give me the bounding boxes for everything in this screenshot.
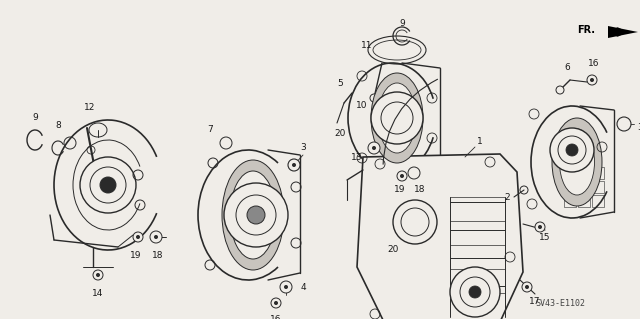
Circle shape (522, 282, 532, 292)
Ellipse shape (552, 118, 602, 206)
Circle shape (617, 117, 631, 131)
Text: 5: 5 (337, 78, 343, 87)
Bar (407, 239, 425, 259)
Text: 10: 10 (356, 101, 368, 110)
Bar (578, 167, 590, 179)
Text: 9: 9 (399, 19, 405, 27)
Bar (407, 217, 425, 237)
Text: 16: 16 (588, 60, 600, 69)
Ellipse shape (378, 83, 416, 153)
Text: 11: 11 (361, 41, 372, 50)
Text: 16: 16 (270, 315, 282, 319)
Circle shape (224, 183, 288, 247)
Circle shape (280, 281, 292, 293)
Text: 18: 18 (152, 250, 164, 259)
Text: 9: 9 (32, 114, 38, 122)
Circle shape (538, 225, 542, 229)
Bar (427, 239, 445, 259)
Circle shape (535, 222, 545, 232)
Circle shape (274, 301, 278, 305)
Bar (387, 239, 405, 259)
Ellipse shape (230, 171, 276, 259)
Circle shape (96, 273, 100, 277)
Circle shape (247, 206, 265, 224)
Bar (427, 217, 445, 237)
Bar (367, 239, 385, 259)
Text: FR.: FR. (577, 25, 595, 35)
Bar (387, 217, 405, 237)
Circle shape (525, 285, 529, 289)
Circle shape (93, 270, 103, 280)
Circle shape (368, 142, 380, 154)
Text: 15: 15 (540, 233, 551, 241)
Circle shape (136, 235, 140, 239)
Polygon shape (357, 154, 523, 319)
Bar (407, 261, 425, 281)
Text: 2: 2 (504, 192, 510, 202)
Circle shape (292, 163, 296, 167)
Ellipse shape (371, 73, 423, 163)
Text: 13: 13 (351, 153, 363, 162)
Bar (367, 217, 385, 237)
Circle shape (80, 157, 136, 213)
Text: 1: 1 (477, 137, 483, 146)
Circle shape (371, 92, 423, 144)
Circle shape (400, 174, 404, 178)
Text: 20: 20 (387, 246, 399, 255)
Text: 17: 17 (529, 298, 541, 307)
Ellipse shape (222, 160, 284, 270)
Text: 3: 3 (300, 143, 306, 152)
Circle shape (372, 146, 376, 150)
Text: 4: 4 (300, 283, 306, 292)
Circle shape (284, 285, 288, 289)
Circle shape (150, 231, 162, 243)
Text: 20: 20 (334, 129, 346, 137)
Text: 3: 3 (637, 122, 640, 131)
Circle shape (100, 177, 116, 193)
Bar (564, 167, 576, 179)
Bar (367, 261, 385, 281)
Circle shape (370, 94, 378, 102)
Circle shape (590, 78, 594, 82)
Text: 19: 19 (394, 186, 406, 195)
Bar (578, 195, 590, 207)
Text: 19: 19 (131, 250, 141, 259)
Bar (592, 181, 604, 193)
Text: 8: 8 (55, 122, 61, 130)
Bar (578, 181, 590, 193)
Text: 14: 14 (92, 288, 104, 298)
Bar (564, 181, 576, 193)
Circle shape (397, 171, 407, 181)
Bar (592, 167, 604, 179)
Circle shape (566, 144, 578, 156)
Bar (564, 195, 576, 207)
Circle shape (133, 232, 143, 242)
Bar (592, 195, 604, 207)
Circle shape (288, 159, 300, 171)
Bar (427, 261, 445, 281)
Ellipse shape (559, 129, 595, 195)
Circle shape (469, 286, 481, 298)
Circle shape (556, 86, 564, 94)
Circle shape (393, 200, 437, 244)
Circle shape (154, 235, 158, 239)
Polygon shape (608, 26, 638, 38)
Circle shape (550, 128, 594, 172)
Text: 7: 7 (207, 125, 213, 135)
Bar (387, 261, 405, 281)
Text: SV43-E1102: SV43-E1102 (535, 299, 585, 308)
Text: 18: 18 (414, 186, 426, 195)
Circle shape (450, 267, 500, 317)
Text: 12: 12 (84, 103, 96, 113)
Text: 6: 6 (564, 63, 570, 71)
